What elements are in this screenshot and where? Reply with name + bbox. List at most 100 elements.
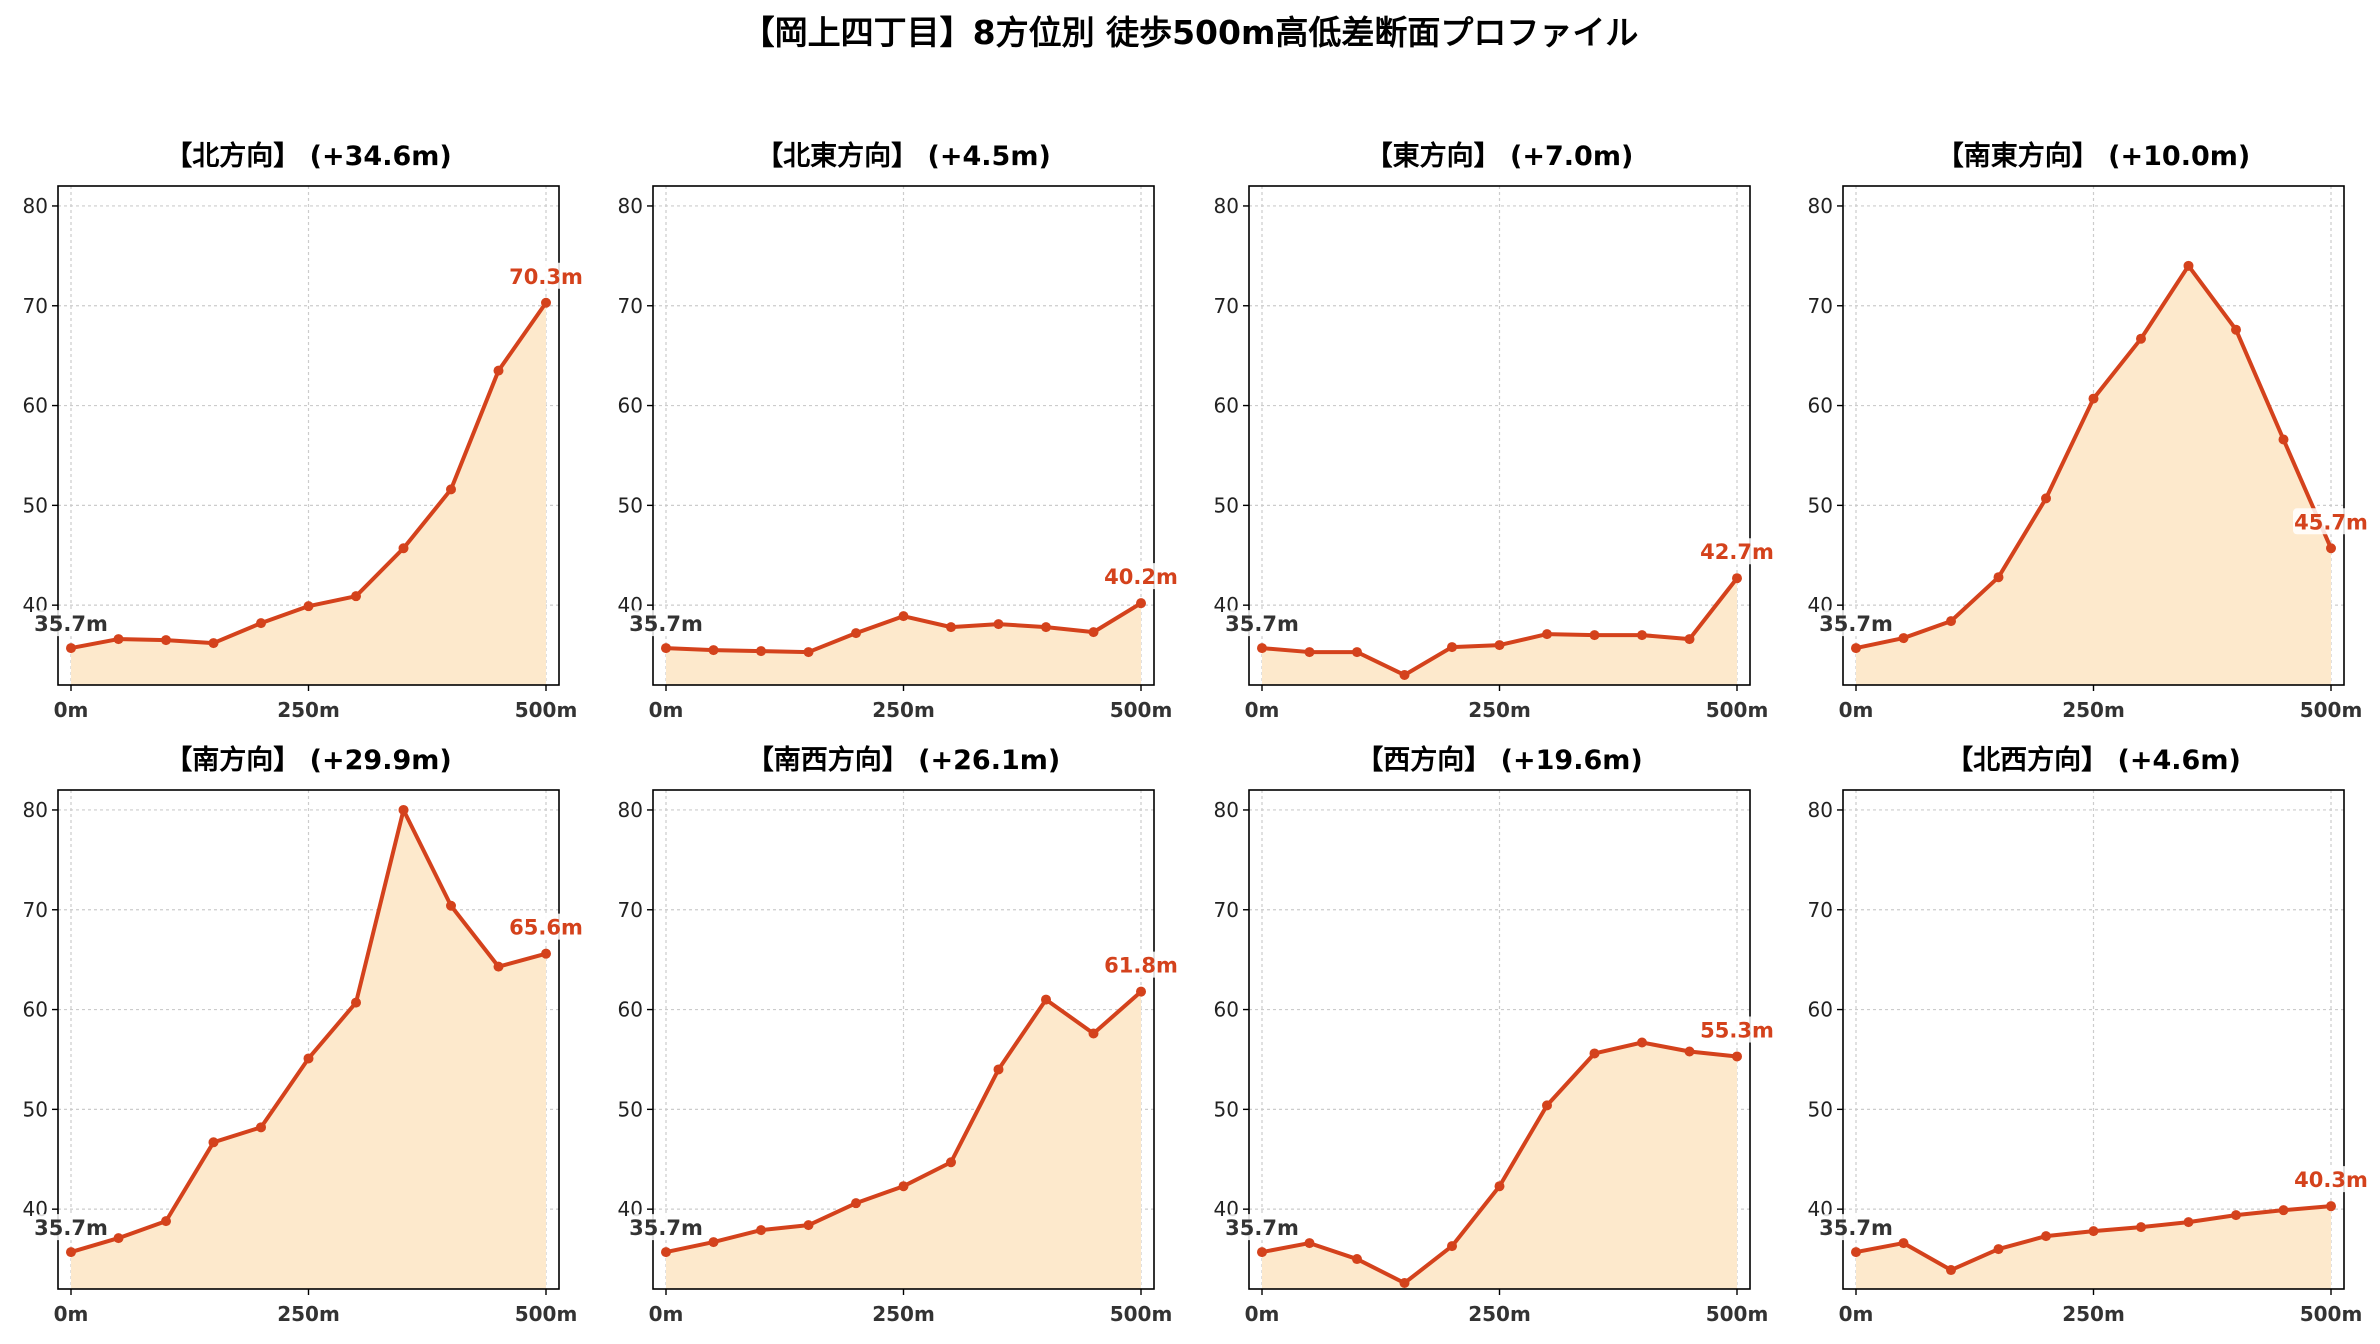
data-point bbox=[993, 1064, 1004, 1075]
data-point bbox=[208, 638, 219, 649]
data-point bbox=[493, 961, 504, 972]
y-tick-label: 70 bbox=[1214, 294, 1239, 318]
data-point bbox=[66, 643, 76, 654]
subplot-title: 【東方向】 (+7.0m) bbox=[1366, 140, 1634, 172]
end-value-label: 55.3m bbox=[1700, 1018, 1774, 1042]
data-point bbox=[2136, 333, 2146, 344]
data-point bbox=[351, 591, 361, 602]
data-point bbox=[1732, 1051, 1742, 1062]
end-value-label: 42.7m bbox=[1700, 540, 1774, 564]
y-tick-label: 60 bbox=[1214, 998, 1239, 1022]
y-tick-label: 50 bbox=[23, 1097, 48, 1121]
x-tick-label: 500m bbox=[515, 698, 578, 722]
data-point bbox=[661, 643, 671, 654]
area-fill bbox=[71, 809, 546, 1289]
end-value-label: 70.3m bbox=[509, 265, 583, 289]
x-tick-label: 0m bbox=[1245, 698, 1280, 722]
start-value-label: 35.7m bbox=[1819, 1216, 1893, 1240]
data-point bbox=[1637, 630, 1647, 641]
data-point bbox=[1589, 1048, 1600, 1059]
y-tick-label: 60 bbox=[1214, 394, 1239, 418]
data-point bbox=[993, 619, 1004, 630]
end-label-bg bbox=[1103, 563, 1179, 590]
data-point bbox=[1352, 647, 1362, 658]
start-value-label: 35.7m bbox=[1225, 612, 1299, 636]
x-tick-label: 500m bbox=[2300, 698, 2363, 722]
data-point bbox=[661, 1247, 671, 1258]
area-fill bbox=[1856, 1206, 2331, 1289]
data-point bbox=[1399, 670, 1410, 681]
data-point bbox=[1898, 633, 1909, 644]
end-label-bg bbox=[2293, 1166, 2369, 1193]
x-tick-label: 0m bbox=[1839, 1302, 1874, 1326]
subplot-title: 【南方向】 (+29.9m) bbox=[165, 744, 451, 776]
data-point bbox=[1304, 1238, 1315, 1249]
data-point bbox=[756, 1225, 766, 1236]
start-label-bg bbox=[1821, 1214, 1891, 1241]
x-tick-label: 250m bbox=[1468, 698, 1531, 722]
start-value-label: 35.7m bbox=[629, 1216, 703, 1240]
end-value-label: 40.2m bbox=[1104, 565, 1178, 589]
data-point bbox=[1946, 616, 1956, 627]
data-point bbox=[1041, 622, 1051, 633]
subplot-title: 【北方向】 (+34.6m) bbox=[165, 140, 451, 172]
y-tick-label: 60 bbox=[618, 394, 643, 418]
data-point bbox=[398, 543, 409, 554]
area-fill bbox=[71, 302, 546, 685]
end-label-bg bbox=[1103, 951, 1179, 978]
subplot-title: 【南西方向】 (+26.1m) bbox=[747, 744, 1060, 776]
start-value-label: 35.7m bbox=[34, 1216, 108, 1240]
area-fill bbox=[1856, 265, 2331, 685]
start-label-bg bbox=[1227, 1214, 1297, 1241]
data-point bbox=[2278, 434, 2289, 445]
x-tick-label: 0m bbox=[54, 1302, 89, 1326]
start-value-label: 35.7m bbox=[34, 612, 108, 636]
y-tick-label: 50 bbox=[23, 493, 48, 517]
data-point bbox=[1447, 642, 1457, 653]
end-label-bg bbox=[2293, 508, 2369, 535]
x-tick-label: 250m bbox=[872, 698, 935, 722]
y-tick-label: 70 bbox=[618, 898, 643, 922]
x-tick-label: 500m bbox=[1706, 698, 1769, 722]
data-point bbox=[2231, 1210, 2241, 1221]
data-point bbox=[1637, 1037, 1647, 1048]
y-tick-label: 50 bbox=[1214, 1097, 1239, 1121]
data-point bbox=[898, 611, 909, 622]
start-label-bg bbox=[1227, 610, 1297, 637]
y-tick-label: 70 bbox=[23, 898, 48, 922]
x-tick-label: 500m bbox=[2300, 1302, 2363, 1326]
x-tick-label: 250m bbox=[872, 1302, 935, 1326]
area-fill bbox=[1262, 578, 1737, 685]
data-point bbox=[2231, 324, 2241, 335]
start-value-label: 35.7m bbox=[1819, 612, 1893, 636]
data-point bbox=[1257, 643, 1267, 654]
x-tick-label: 500m bbox=[515, 1302, 578, 1326]
data-point bbox=[2041, 493, 2051, 504]
data-point bbox=[113, 1233, 124, 1244]
x-tick-label: 250m bbox=[277, 698, 340, 722]
data-point bbox=[1399, 1278, 1410, 1289]
data-point bbox=[1898, 1238, 1909, 1249]
data-point bbox=[851, 1198, 861, 1209]
start-label-bg bbox=[36, 1214, 106, 1241]
x-tick-label: 250m bbox=[2062, 698, 2125, 722]
end-label-bg bbox=[1699, 1016, 1775, 1043]
x-tick-label: 0m bbox=[1245, 1302, 1280, 1326]
data-point bbox=[1447, 1241, 1457, 1252]
data-point bbox=[2041, 1231, 2051, 1242]
data-point bbox=[803, 647, 814, 658]
data-point bbox=[1494, 640, 1505, 651]
data-point bbox=[946, 1157, 956, 1168]
data-point bbox=[1041, 994, 1051, 1005]
data-point bbox=[2088, 1226, 2099, 1237]
data-point bbox=[2088, 393, 2099, 404]
data-point bbox=[541, 948, 551, 959]
data-point bbox=[1993, 572, 2004, 583]
